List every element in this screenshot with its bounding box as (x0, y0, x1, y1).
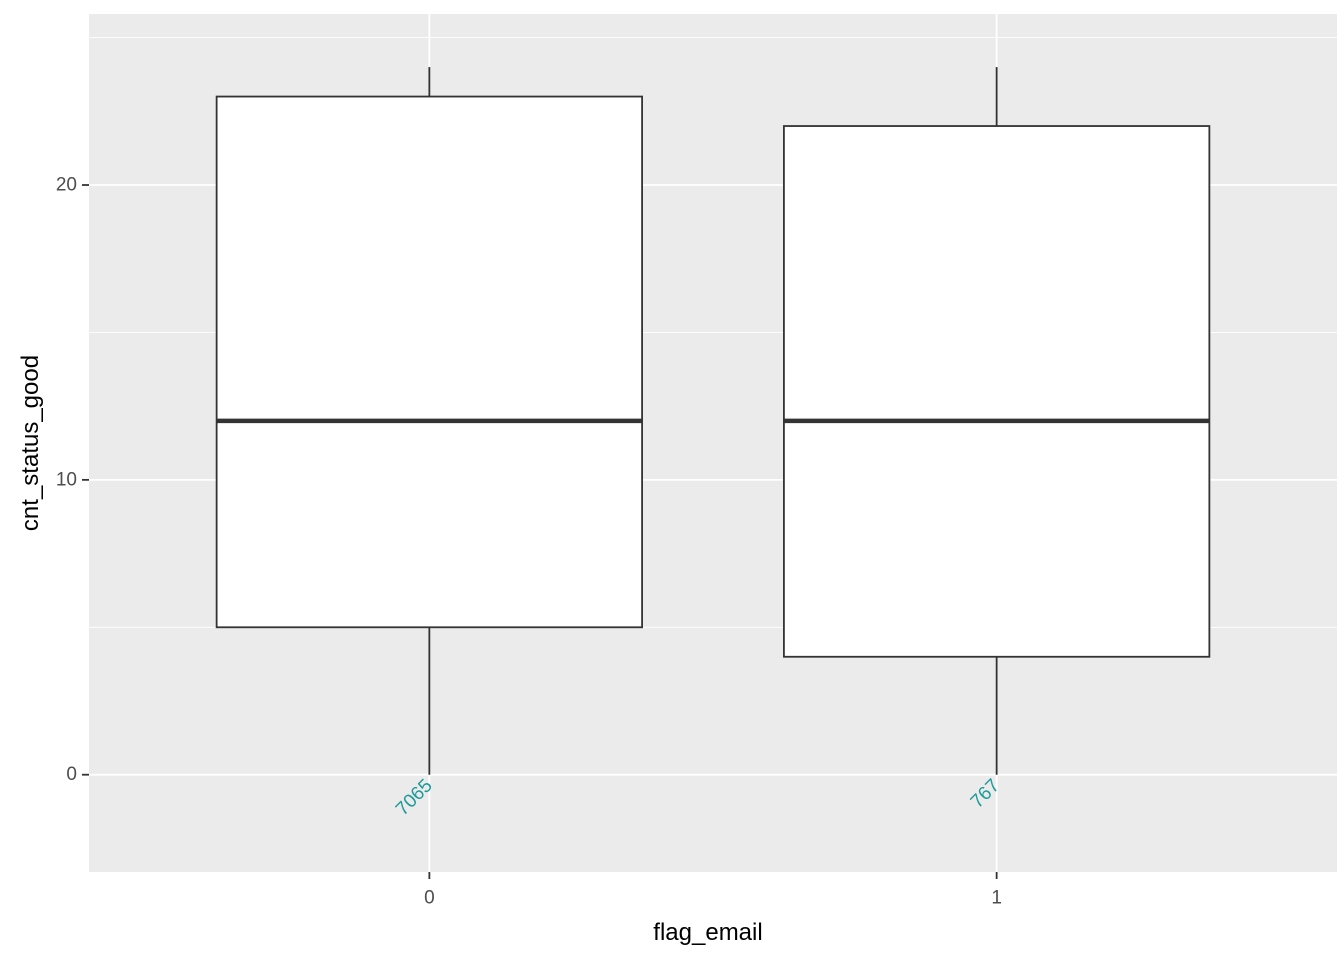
y-tick-label-0: 0 (66, 764, 77, 785)
x-tick-label-0: 0 (424, 888, 435, 909)
x-tick-label-1: 1 (991, 888, 1002, 909)
box-body (215, 95, 643, 629)
axis-layer: 0 10 20 0 1 (56, 175, 1002, 909)
y-tick-label-1: 10 (56, 469, 77, 490)
x-axis-title: flag_email (653, 919, 762, 946)
y-tick-label-2: 20 (56, 175, 77, 196)
y-axis-title: cnt_status_good (17, 355, 44, 531)
box-body (783, 125, 1211, 658)
box-1 (783, 67, 1211, 775)
box-layer (215, 67, 1211, 775)
box-0 (215, 67, 643, 775)
